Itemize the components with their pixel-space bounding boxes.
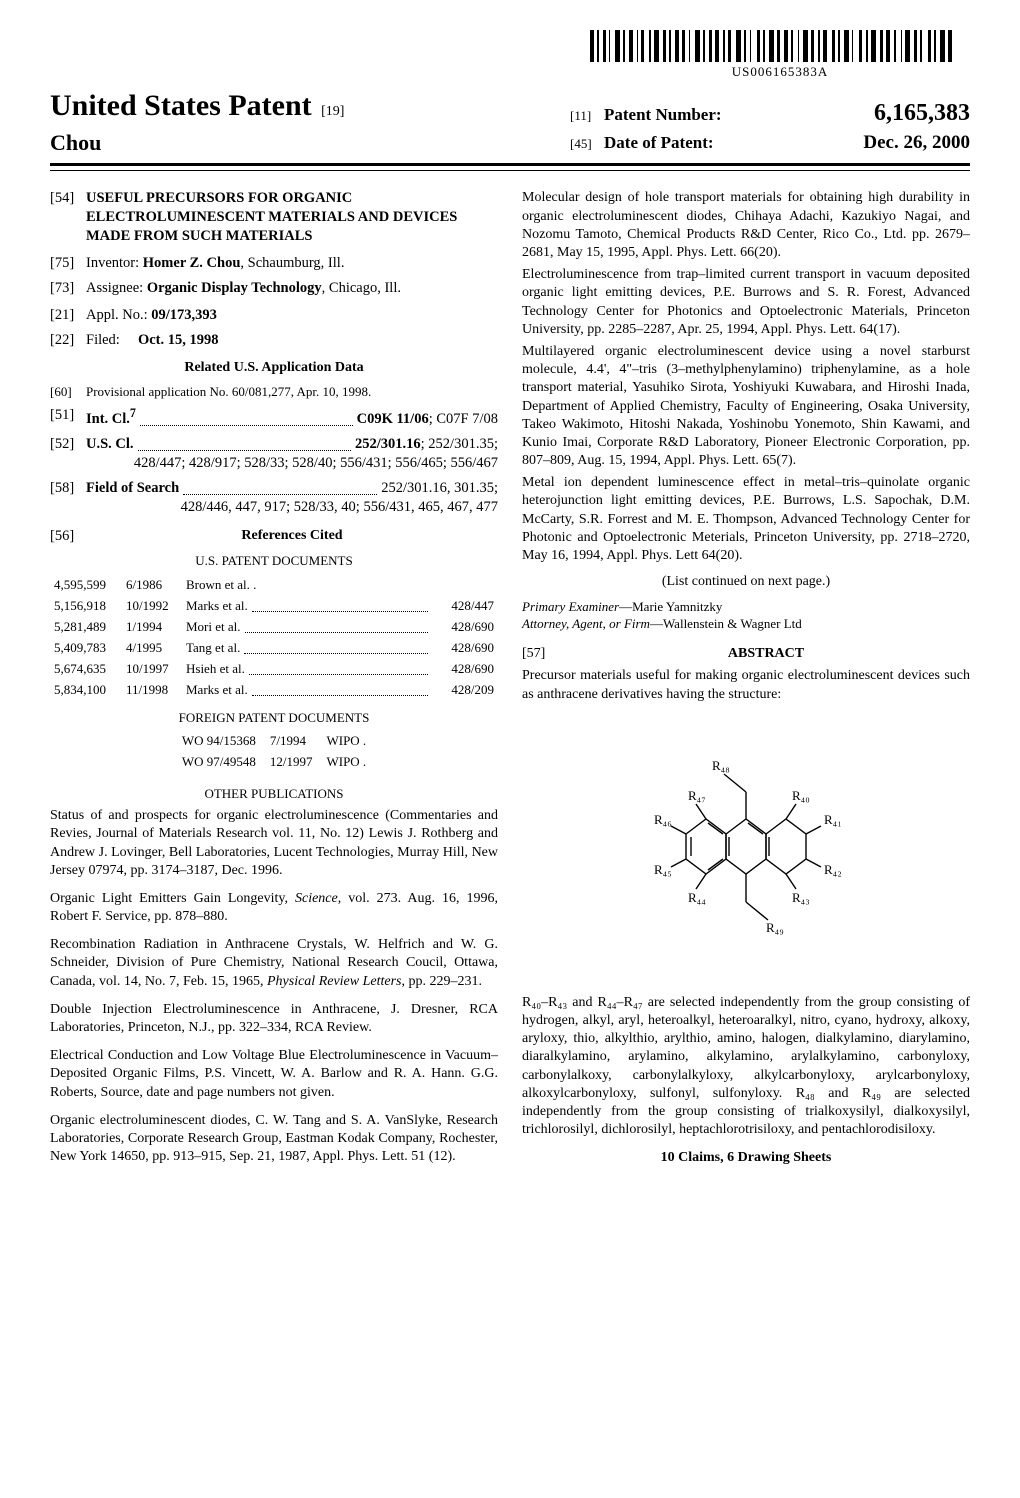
inventor-loc: , Schaumburg, Ill.: [240, 255, 344, 271]
uscl-cont: 428/447; 428/917; 528/33; 528/40; 556/43…: [86, 454, 498, 473]
publication-entry: Organic Light Emitters Gain Longevity, S…: [50, 890, 498, 926]
inventor-name: Homer Z. Chou: [143, 255, 241, 271]
intcl-label: Int. Cl.7: [86, 406, 136, 429]
uscl-label: U.S. Cl.: [86, 435, 134, 454]
publication-entry: Molecular design of hole transport mater…: [522, 189, 970, 262]
foreign-patent-table: WO 94/153687/1994WIPO . WO 97/4954812/199…: [174, 730, 374, 774]
label-r47: R₄₇: [688, 788, 706, 803]
table-row: WO 97/4954812/1997WIPO .: [176, 753, 372, 772]
label-r44: R₄₄: [688, 890, 706, 905]
publication-entry: Metal ion dependent luminescence effect …: [522, 474, 970, 565]
attorney-label: Attorney, Agent, or Firm: [522, 616, 650, 631]
list-continued: (List continued on next page.): [522, 573, 970, 591]
intcl-rest: ; C07F 7/08: [429, 410, 498, 429]
assignee-label: Assignee:: [86, 280, 143, 296]
us-patents-heading: U.S. PATENT DOCUMENTS: [50, 553, 498, 570]
divider: [50, 163, 970, 166]
b54-bracket: [54]: [50, 189, 86, 246]
fos-p1: 252/301.16, 301.35;: [381, 479, 498, 498]
patent-num-bracket: [11]: [570, 108, 604, 125]
table-row: 5,834,10011/1998Marks et al.428/209: [52, 681, 496, 700]
refs-cited-heading: References Cited: [86, 527, 498, 546]
filed-date: Oct. 15, 1998: [123, 332, 218, 348]
b73-bracket: [73]: [50, 279, 86, 298]
publication-entry: Double Injection Electroluminescence in …: [50, 1001, 498, 1037]
b60-bracket: [60]: [50, 384, 86, 401]
uscl-main: 252/301.16: [355, 435, 421, 454]
label-r43: R₄₃: [792, 890, 810, 905]
patent-num-label: Patent Number:: [604, 104, 722, 126]
publication-entry: Organic electroluminescent diodes, C. W.…: [50, 1112, 498, 1167]
table-row: 5,281,4891/1994Mori et al.428/690: [52, 618, 496, 637]
assignee-loc: , Chicago, Ill.: [322, 280, 401, 296]
abstract-bracket: [57]: [522, 645, 562, 663]
barcode-region: US006165383A: [50, 30, 970, 81]
chemical-structure-diagram: R₄₈ R₄₇ R₄₆ R₄₅ R₄₄ R₄₀ R₄₁ R₄₂ R₄₃ R₄₉: [616, 714, 876, 984]
assignee-name: Organic Display Technology: [147, 280, 322, 296]
publication-entry: Electrical Conduction and Low Voltage Bl…: [50, 1047, 498, 1102]
table-row: 4,595,5996/1986Brown et al. .: [52, 576, 496, 595]
appl-label: Appl. No.:: [86, 307, 148, 323]
b58-bracket: [58]: [50, 479, 86, 517]
b52-bracket: [52]: [50, 435, 86, 473]
intcl-main: C09K 11/06: [357, 410, 429, 429]
divider: [50, 170, 970, 171]
b51-bracket: [51]: [50, 406, 86, 429]
abstract-intro: Precursor materials useful for making or…: [522, 667, 970, 703]
inventor-label: Inventor:: [86, 255, 139, 271]
us-patent-table: 4,595,5996/1986Brown et al. . 5,156,91810…: [50, 574, 498, 701]
label-r42: R₄₂: [824, 862, 842, 877]
label-r46: R₄₆: [654, 812, 672, 827]
fos-cont: 428/446, 447, 917; 528/33, 40; 556/431, …: [86, 498, 498, 517]
foreign-heading: FOREIGN PATENT DOCUMENTS: [50, 710, 498, 727]
label-r49: R₄₉: [766, 920, 784, 935]
other-pubs-heading: OTHER PUBLICATIONS: [50, 786, 498, 803]
related-app-heading: Related U.S. Application Data: [50, 359, 498, 377]
publication-entry: Status of and prospects for organic elec…: [50, 807, 498, 880]
b22-bracket: [22]: [50, 331, 86, 350]
filed-label: Filed:: [86, 332, 120, 348]
label-r48: R₄₈: [712, 758, 730, 773]
barcode-icon: [590, 30, 970, 62]
uscl-p1: ; 252/301.35;: [421, 435, 498, 454]
barcode-number: US006165383A: [590, 64, 970, 81]
patent-date: Dec. 26, 2000: [724, 131, 970, 156]
abstract-heading: ABSTRACT: [562, 645, 970, 663]
attorney-name: —Wallenstein & Wagner Ltd: [650, 616, 802, 631]
b21-bracket: [21]: [50, 306, 86, 325]
b75-bracket: [75]: [50, 254, 86, 273]
table-row: 5,409,7834/1995Tang et al.428/690: [52, 639, 496, 658]
claims-line: 10 Claims, 6 Drawing Sheets: [522, 1149, 970, 1167]
publication-entry: Recombination Radiation in Anthracene Cr…: [50, 936, 498, 991]
table-row: 5,674,63510/1997Hsieh et al.428/690: [52, 660, 496, 679]
abstract-body: R₄₀–R₄₃ and R₄₄–R₄₇ are selected indepen…: [522, 994, 970, 1140]
provisional-text: Provisional application No. 60/081,277, …: [86, 384, 498, 401]
invention-title: USEFUL PRECURSORS FOR ORGANIC ELECTROLUM…: [86, 189, 498, 246]
label-r41: R₄₁: [824, 812, 842, 827]
publication-entry: Electroluminescence from trap–limited cu…: [522, 266, 970, 339]
patent-header: United States Patent [19] Chou [11] Pate…: [50, 86, 970, 158]
fos-label: Field of Search: [86, 479, 179, 498]
inventor-surname: Chou: [50, 129, 570, 158]
right-column: Molecular design of hole transport mater…: [522, 189, 970, 1176]
examiner-label: Primary Examiner: [522, 599, 619, 614]
date-label: Date of Patent:: [604, 132, 714, 154]
label-r40: R₄₀: [792, 788, 810, 803]
label-r45: R₄₅: [654, 862, 672, 877]
b56-bracket: [56]: [50, 527, 86, 546]
left-column: [54] USEFUL PRECURSORS FOR ORGANIC ELECT…: [50, 189, 498, 1176]
document-title: United States Patent: [50, 89, 312, 122]
table-row: 5,156,91810/1992Marks et al.428/447: [52, 597, 496, 616]
title-bracket: [19]: [321, 104, 344, 119]
table-row: WO 94/153687/1994WIPO .: [176, 732, 372, 751]
date-bracket: [45]: [570, 136, 604, 153]
appl-no: 09/173,393: [151, 307, 217, 323]
examiner-name: —Marie Yamnitzky: [619, 599, 722, 614]
publication-entry: Multilayered organic electroluminescent …: [522, 343, 970, 470]
patent-number: 6,165,383: [732, 98, 970, 129]
